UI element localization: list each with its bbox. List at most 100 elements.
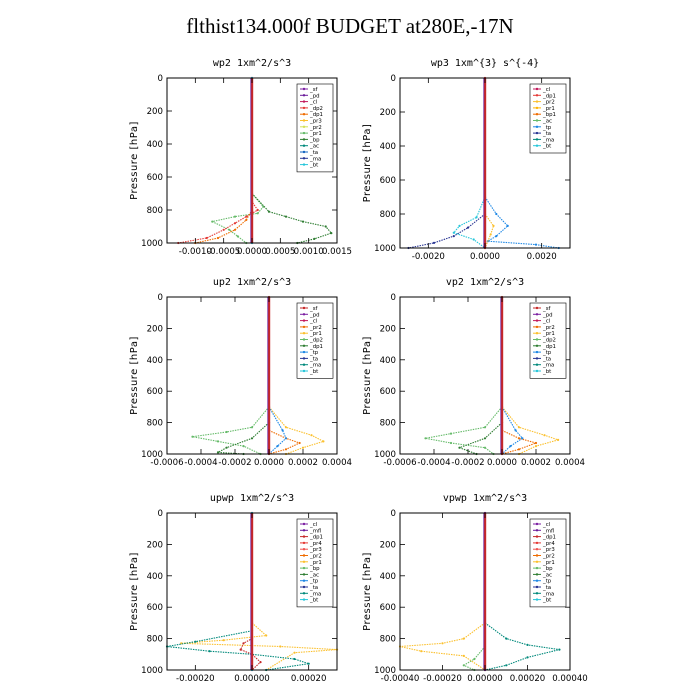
legend-box xyxy=(296,302,334,379)
series-point xyxy=(242,642,245,645)
legend-marker xyxy=(535,529,539,532)
y-tick-label: 1000 xyxy=(141,666,163,676)
y-tick-label: 1000 xyxy=(141,450,163,460)
series-line-5 xyxy=(501,406,523,455)
legend-marker xyxy=(302,357,306,360)
legend-marker xyxy=(535,319,539,322)
series-point xyxy=(466,226,470,229)
x-tick-label: -0.0004 xyxy=(417,458,450,468)
y-axis-label: Pressure [hPa] xyxy=(129,552,140,631)
legend-marker xyxy=(535,113,539,116)
series-point xyxy=(284,426,288,429)
series-line-1 xyxy=(180,622,338,671)
y-tick-label: 400 xyxy=(380,572,396,582)
legend-label: _dp1 xyxy=(309,344,323,350)
y-tick-label: 200 xyxy=(147,540,163,550)
series-point xyxy=(233,222,237,225)
legend-marker xyxy=(302,522,306,526)
series-point xyxy=(517,437,521,440)
legend-marker xyxy=(302,592,306,595)
series-point xyxy=(534,445,538,448)
series-point xyxy=(284,448,288,451)
series-point xyxy=(245,215,248,218)
y-tick-label: 400 xyxy=(147,140,163,150)
legend-marker xyxy=(535,579,539,582)
legend-marker xyxy=(302,332,306,335)
series-point xyxy=(449,441,453,445)
x-tick-label: 0.0015 xyxy=(322,247,352,257)
legend-marker xyxy=(302,344,306,347)
legend-label: _dp1 xyxy=(542,93,556,99)
legend-marker xyxy=(535,548,539,551)
series-point xyxy=(534,243,538,246)
legend-label: _sf xyxy=(542,306,551,312)
x-tick-label: 0.0004 xyxy=(555,458,585,468)
y-tick-label: 400 xyxy=(147,572,163,582)
y-tick-label: 800 xyxy=(147,419,163,429)
series-point xyxy=(256,208,259,212)
legend-label: _dp2 xyxy=(309,106,323,112)
series-point xyxy=(330,232,333,235)
x-tick-label: 0.0000 xyxy=(487,458,517,468)
legend-label: _ta xyxy=(542,585,551,591)
legend-label: _ma xyxy=(542,137,554,143)
legend-label: _bt xyxy=(542,144,551,150)
series-point xyxy=(534,441,538,445)
series-point xyxy=(262,205,265,208)
legend-marker xyxy=(535,350,539,354)
plot-frame xyxy=(166,296,338,455)
legend-marker xyxy=(302,106,306,110)
legend-marker xyxy=(535,131,539,135)
series-point xyxy=(293,651,296,654)
series-point xyxy=(265,634,268,637)
series-point xyxy=(236,235,239,238)
legend-label: _dp2 xyxy=(309,338,323,344)
series-point xyxy=(222,228,225,231)
series-line-1 xyxy=(424,406,503,455)
series-point xyxy=(458,446,461,449)
legend-label: _pr2 xyxy=(309,554,322,560)
legend-label: _bp xyxy=(542,566,553,572)
legend-label: _pr1 xyxy=(309,131,322,137)
series-point xyxy=(517,448,521,451)
series-point xyxy=(495,235,498,238)
x-tick-label: 0.00020 xyxy=(510,674,546,684)
legend-marker xyxy=(535,306,539,310)
legend-marker xyxy=(535,119,539,122)
y-tick-label: 0 xyxy=(391,293,396,303)
series-point xyxy=(301,446,305,449)
legend-marker xyxy=(535,325,539,329)
y-tick-label: 200 xyxy=(380,324,396,334)
y-axis-label: Pressure [hPa] xyxy=(129,121,140,200)
y-tick-label: 800 xyxy=(147,635,163,645)
y-tick-label: 600 xyxy=(380,603,396,613)
x-tick-label: -0.0006 xyxy=(383,458,416,468)
series-point xyxy=(475,216,478,219)
legend-marker xyxy=(302,535,306,538)
series-point xyxy=(191,435,194,438)
legend-label: _ac xyxy=(542,119,552,125)
y-tick-label: 0 xyxy=(158,509,163,519)
y-tick-label: 0 xyxy=(158,293,163,303)
legend-label: _dp1 xyxy=(542,344,556,350)
legend-label: _pr1 xyxy=(309,560,322,566)
legend-label: _ac xyxy=(309,144,319,150)
legend-label: _tp xyxy=(309,350,319,356)
panel-title: upwp 1xm^2/s^3 xyxy=(210,493,294,504)
legend-label: _pr3 xyxy=(542,547,555,553)
series-point xyxy=(509,445,512,448)
series-point xyxy=(208,650,211,653)
x-tick-label: 0.0000 xyxy=(470,252,500,262)
legend-label: _bp xyxy=(309,137,320,143)
legend-label: _sf xyxy=(309,306,318,312)
series-point xyxy=(526,643,529,647)
y-tick-label: 1000 xyxy=(141,239,163,249)
legend-marker xyxy=(302,541,306,545)
series-point xyxy=(307,662,310,665)
series-point xyxy=(281,429,284,432)
legend-marker xyxy=(302,87,306,91)
chart-panel-2: wp3 1xm^{3} s^{-4} Pressure [hPa] 0 200 400 6… xyxy=(362,58,571,262)
legend-marker xyxy=(535,357,539,360)
legend-label: _ta xyxy=(309,356,318,362)
series-point xyxy=(505,637,508,640)
